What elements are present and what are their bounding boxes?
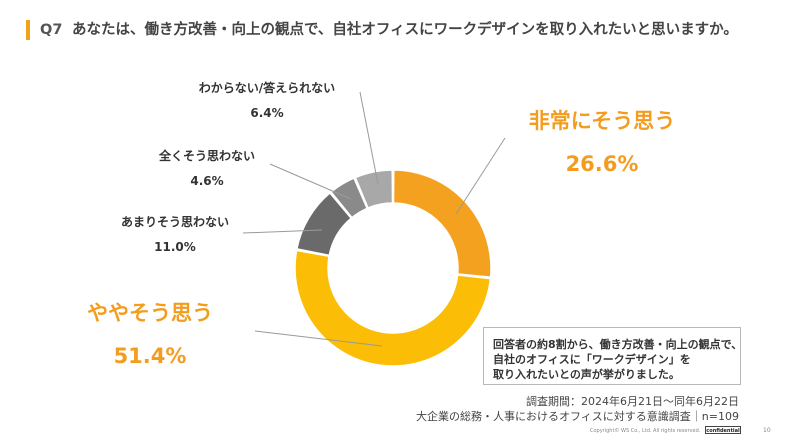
leader-line-unknown xyxy=(359,91,379,185)
question-accent-bar xyxy=(26,20,30,40)
question-text: あなたは、働き方改善・向上の観点で、自社オフィスにワークデザインを取り入れたいと… xyxy=(72,22,738,38)
callout-line: 取り入れたいとの声が挙がりました。 xyxy=(493,368,680,381)
slice-label-very-agree: 非常にそう思う xyxy=(529,109,676,133)
slice-value-very-agree: 26.6% xyxy=(566,152,639,176)
donut-slice-not-much xyxy=(296,191,353,257)
slice-label-unknown: わからない/答えられない xyxy=(199,80,335,95)
donut-slice-unknown xyxy=(354,169,394,209)
survey-target: 大企業の総務・人事におけるオフィスに対する意識調査｜n=109 xyxy=(416,410,739,423)
callout-line: 回答者の約8割から、働き方改善・向上の観点で、 xyxy=(493,338,743,351)
slice-value-somewhat-agree: 51.4% xyxy=(114,344,187,368)
donut-slice-somewhat-agree xyxy=(294,249,492,367)
summary-callout: 回答者の約8割から、働き方改善・向上の観点で、 自社のオフィスに「ワークデザイン… xyxy=(483,327,743,385)
question-number: Q7 xyxy=(40,22,63,38)
page-number: 10 xyxy=(763,427,771,434)
slice-label-somewhat-agree: ややそう思う xyxy=(87,301,213,325)
slice-value-not-at-all: 4.6% xyxy=(190,174,223,188)
survey-period: 調査期間：2024年6月21日〜同年6月22日 xyxy=(526,395,739,408)
copyright: Copyright© WS Co., Ltd. All rights reser… xyxy=(590,428,701,434)
leader-line-somewhat-agree xyxy=(254,330,383,347)
slice-label-not-much: あまりそう思わない xyxy=(121,215,229,229)
confidential-badge: confidential xyxy=(705,426,741,434)
slice-value-unknown: 6.4% xyxy=(250,106,283,120)
slice-value-not-much: 11.0% xyxy=(154,240,196,254)
slice-label-not-at-all: 全くそう思わない xyxy=(158,148,255,163)
donut-slice-very-agree xyxy=(392,169,492,278)
leader-line-not-at-all xyxy=(269,163,352,200)
callout-line: 自社のオフィスに「ワークデザイン」を xyxy=(493,353,691,366)
leader-line-very-agree xyxy=(455,137,506,215)
leader-line-not-much xyxy=(242,229,323,234)
